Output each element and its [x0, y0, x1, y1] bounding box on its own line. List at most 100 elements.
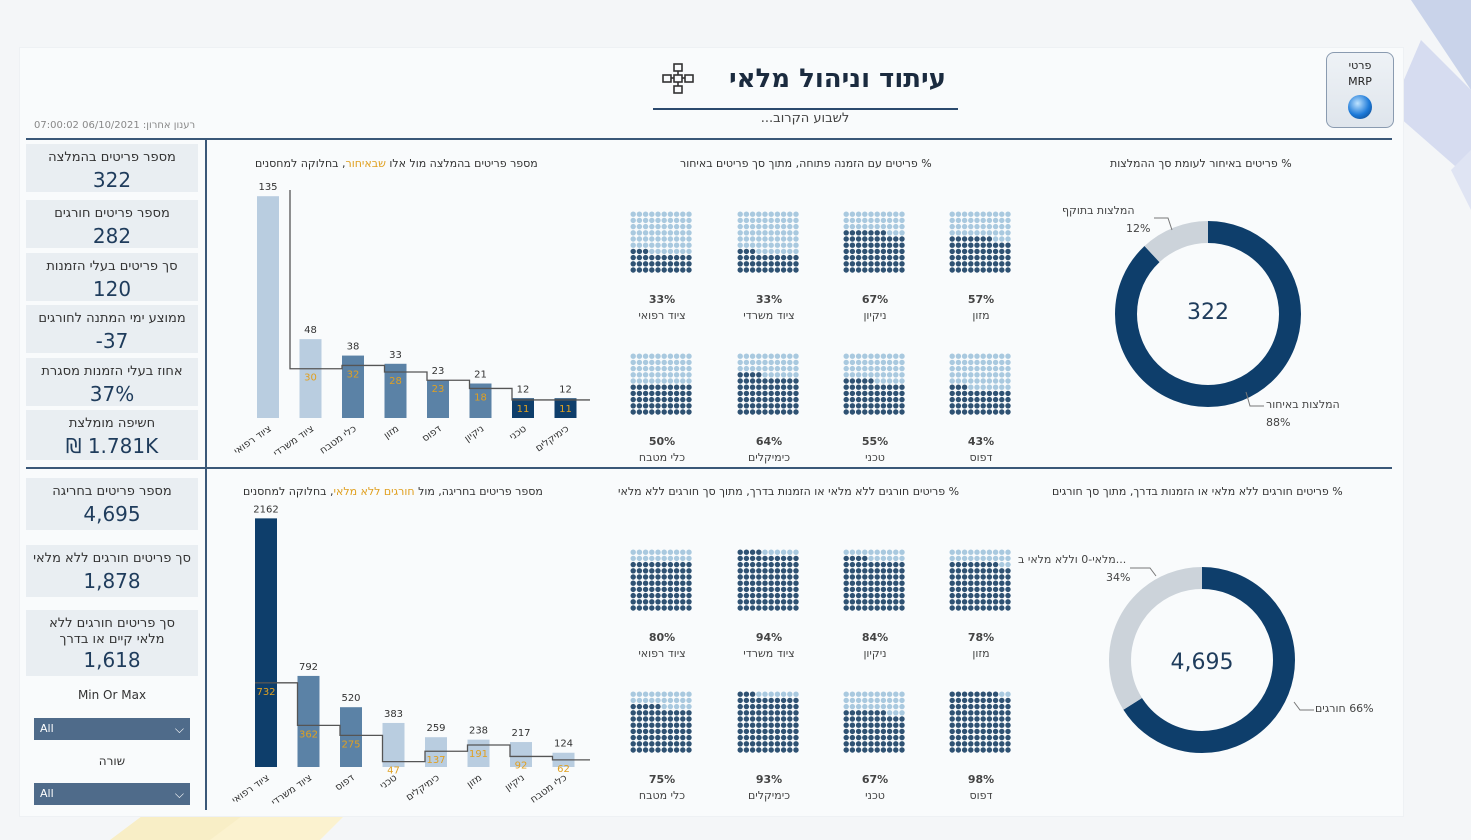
bar[interactable] — [512, 398, 534, 418]
bar[interactable] — [467, 739, 490, 767]
waffle-dot — [787, 365, 793, 372]
waffle-dot — [880, 722, 887, 728]
waffle-dot — [774, 211, 781, 217]
inner-value-label: 47 — [387, 766, 400, 777]
waffle-dot — [787, 211, 793, 217]
waffle-dot — [980, 365, 986, 372]
waffle-dot — [630, 267, 636, 273]
waffle-dot — [862, 592, 868, 599]
waffle-dot — [961, 365, 968, 372]
waffle-dot — [899, 710, 905, 716]
kpi-label-line2: מלאי קיים או בדרך — [59, 632, 165, 647]
waffle-dot — [768, 734, 774, 741]
waffle — [737, 353, 799, 415]
waffle-dot — [974, 359, 980, 366]
waffle-dot — [636, 359, 643, 366]
waffle-dot — [880, 734, 887, 741]
waffle-dot — [780, 254, 787, 261]
bar[interactable] — [382, 722, 405, 767]
waffle-dot — [843, 697, 849, 704]
waffle-dot — [980, 605, 986, 611]
waffle-dot — [949, 561, 955, 568]
mrp-details-button[interactable]: פרטי MRP — [1326, 52, 1394, 128]
kpi-label-line1: סך פריטים חורגים ללא — [49, 616, 175, 631]
waffle-dot — [899, 409, 905, 415]
waffle-dot — [1005, 353, 1011, 359]
waffle-dot — [855, 586, 862, 593]
waffle-dot — [868, 267, 874, 273]
waffle-dot — [974, 580, 980, 586]
bar[interactable] — [342, 355, 364, 418]
bar[interactable] — [257, 196, 279, 418]
waffle-dot — [762, 722, 768, 728]
waffle-dot — [980, 372, 986, 378]
kpi-label: סך פריטים בעלי הזמנות — [46, 259, 178, 274]
bar[interactable] — [255, 518, 277, 767]
waffle-dot — [743, 359, 750, 366]
waffle-dot — [968, 599, 974, 605]
waffle-dot — [680, 378, 686, 384]
waffle-percent: 50% — [648, 435, 676, 448]
waffle-dot — [642, 248, 649, 255]
waffle-dot — [756, 384, 762, 390]
waffle-category: כלי מטבח — [638, 451, 686, 464]
waffle-dot — [849, 365, 856, 372]
bar[interactable] — [340, 707, 362, 767]
top-bar-title-highlight: שבאיחור — [345, 157, 386, 170]
waffle-dot — [649, 359, 655, 366]
waffle-dot — [642, 359, 649, 366]
bar[interactable] — [510, 742, 532, 767]
waffle-dot — [749, 747, 756, 753]
waffle-dot — [774, 365, 781, 372]
waffle-dot — [874, 236, 880, 242]
waffle-dot — [961, 549, 968, 555]
waffle-dot — [756, 605, 762, 611]
bar[interactable] — [299, 339, 322, 418]
waffle-dot — [667, 691, 674, 697]
waffle-dot — [655, 605, 661, 611]
waffle-dot — [874, 390, 880, 397]
waffle-dot — [636, 242, 643, 248]
waffle-dot — [999, 248, 1005, 255]
waffle-dot — [1005, 605, 1011, 611]
waffle-dot — [855, 378, 862, 384]
waffle-dot — [886, 396, 893, 403]
waffle-dot — [862, 378, 868, 384]
waffle-dot — [974, 223, 980, 230]
waffle-dot — [661, 568, 667, 574]
waffle-dot — [880, 555, 887, 562]
waffle-dot — [849, 605, 856, 611]
bar[interactable] — [554, 398, 577, 418]
waffle-dot — [968, 261, 974, 267]
waffle-dot — [986, 378, 993, 384]
waffle-dot — [862, 605, 868, 611]
waffle-dot — [899, 254, 905, 261]
waffle-dot — [855, 599, 862, 605]
bottom-donut-leaders — [1130, 567, 1314, 711]
waffle-dot — [855, 592, 862, 599]
bottom-bar-title-post: , בחלוקה למחסנים — [243, 485, 334, 498]
waffle-dot — [661, 372, 667, 378]
waffle-dot — [780, 365, 787, 372]
waffle-dot — [673, 211, 680, 217]
waffle-dot — [680, 223, 686, 230]
bar[interactable] — [384, 363, 407, 418]
bar[interactable] — [469, 383, 492, 419]
waffle-dot — [762, 586, 768, 593]
waffle-dot — [968, 710, 974, 716]
bar[interactable] — [297, 675, 320, 767]
waffle-dot — [655, 409, 661, 415]
waffle-dot — [849, 409, 856, 415]
bar[interactable] — [425, 737, 447, 767]
filter-minmax-select[interactable]: All ⌵ — [34, 718, 190, 740]
waffle-dot — [673, 261, 680, 267]
waffle-dot — [862, 365, 868, 372]
filter-row-select[interactable]: All ⌵ — [34, 783, 190, 805]
waffle-dot — [756, 217, 762, 224]
waffle-dot — [655, 741, 661, 747]
waffle-dot — [737, 359, 743, 366]
waffle-dot — [793, 359, 799, 366]
donut-slice[interactable] — [1109, 567, 1295, 753]
bar[interactable] — [427, 380, 449, 418]
donut-slice[interactable] — [1115, 221, 1301, 407]
